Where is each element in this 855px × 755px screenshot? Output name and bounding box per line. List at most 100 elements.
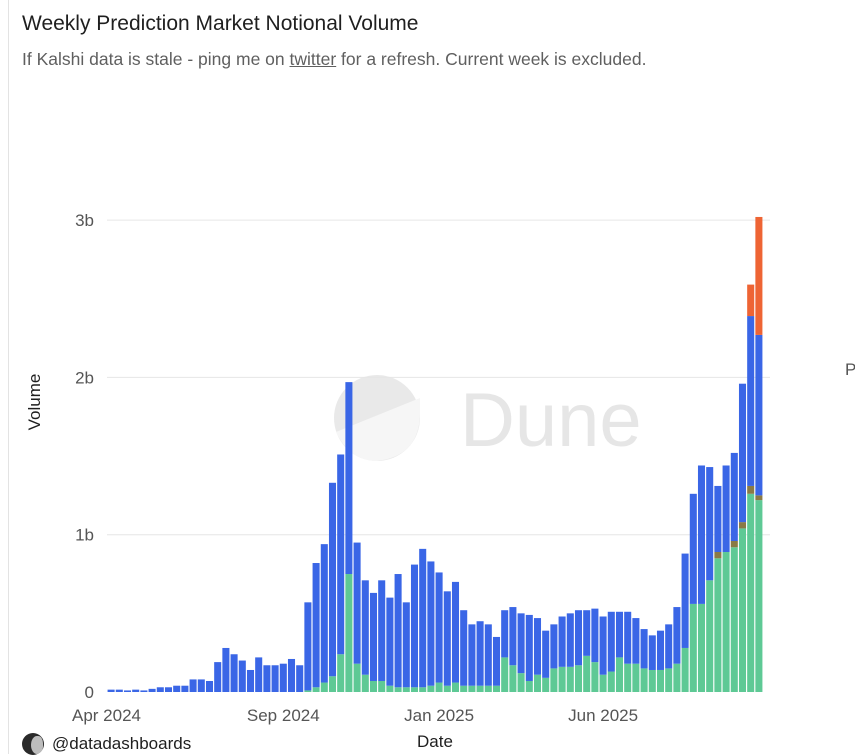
bar-blue-week-9[interactable] [181,685,189,692]
bar-green-week-65[interactable] [640,668,648,692]
bar-green-week-57[interactable] [574,665,583,692]
bar-blue-week-31[interactable] [361,580,369,675]
bar-blue-week-40[interactable] [435,572,443,683]
bar-green-week-49[interactable] [509,665,517,692]
bar-blue-week-2[interactable] [123,690,132,692]
bar-blue-week-20[interactable] [271,665,279,692]
bar-brown-week-78[interactable] [747,485,755,494]
bar-blue-week-57[interactable] [574,610,583,666]
bar-green-week-77[interactable] [738,528,747,692]
bar-blue-week-5[interactable] [148,688,156,692]
bar-green-week-53[interactable] [542,677,550,692]
bar-blue-week-49[interactable] [509,607,517,666]
bar-blue-week-1[interactable] [115,689,123,692]
bar-brown-week-74[interactable] [714,552,722,559]
bar-green-week-71[interactable] [689,603,697,692]
bar-blue-week-71[interactable] [689,493,697,604]
bar-blue-week-65[interactable] [640,629,648,669]
bar-blue-week-38[interactable] [419,548,427,688]
bar-blue-week-47[interactable] [492,636,501,686]
bar-green-week-63[interactable] [624,663,632,692]
bar-green-week-40[interactable] [435,682,443,692]
bar-green-week-52[interactable] [533,674,542,692]
bar-green-week-60[interactable] [599,674,607,692]
bar-blue-week-44[interactable] [468,624,476,686]
bar-green-week-78[interactable] [747,493,755,692]
bar-green-week-73[interactable] [706,580,714,692]
bar-blue-week-16[interactable] [238,660,246,692]
bar-blue-week-6[interactable] [156,687,164,692]
bar-green-week-29[interactable] [345,574,353,692]
twitter-link[interactable]: twitter [289,49,337,69]
bar-blue-week-56[interactable] [566,613,574,667]
bar-blue-week-3[interactable] [132,689,140,692]
bar-blue-week-36[interactable] [402,602,410,688]
bar-blue-week-73[interactable] [706,467,714,581]
bar-green-week-30[interactable] [353,663,361,692]
bar-brown-week-76[interactable] [730,540,738,548]
bar-blue-week-45[interactable] [476,621,484,686]
bar-blue-week-14[interactable] [222,647,230,692]
bar-blue-week-0[interactable] [107,689,115,692]
bar-green-week-67[interactable] [656,669,665,692]
avatar-icon[interactable] [22,733,44,755]
bar-blue-week-68[interactable] [665,624,673,669]
bar-blue-week-46[interactable] [484,624,492,686]
bar-blue-week-13[interactable] [214,662,222,692]
bar-green-week-46[interactable] [484,685,492,692]
bar-blue-week-39[interactable] [427,561,435,686]
bar-green-week-35[interactable] [394,687,402,692]
bar-green-week-56[interactable] [566,666,574,692]
bar-blue-week-72[interactable] [697,465,706,604]
bar-green-week-41[interactable] [443,685,451,692]
bar-blue-week-15[interactable] [230,654,238,692]
bar-blue-week-43[interactable] [460,610,468,686]
bar-green-week-34[interactable] [386,685,394,692]
bar-green-week-26[interactable] [320,682,328,692]
bar-blue-week-18[interactable] [255,657,263,692]
bar-green-week-62[interactable] [615,657,624,692]
bar-blue-week-37[interactable] [410,564,419,688]
bar-blue-week-25[interactable] [312,563,320,688]
bar-brown-week-77[interactable] [738,522,747,529]
bar-blue-week-79[interactable] [755,334,763,496]
bar-blue-week-51[interactable] [525,614,533,681]
bar-green-week-55[interactable] [558,666,566,692]
bar-green-week-45[interactable] [476,685,484,692]
bar-blue-week-50[interactable] [517,613,525,674]
bar-blue-week-42[interactable] [451,581,460,683]
bar-blue-week-41[interactable] [443,591,451,686]
bar-blue-week-22[interactable] [287,658,296,692]
bar-green-week-68[interactable] [665,668,673,692]
bar-blue-week-30[interactable] [353,542,361,664]
bar-blue-week-21[interactable] [279,663,287,692]
bar-green-week-48[interactable] [501,657,509,692]
bar-blue-week-10[interactable] [189,679,197,692]
bar-green-week-32[interactable] [369,680,378,692]
bar-green-week-72[interactable] [697,603,706,692]
bar-blue-week-26[interactable] [320,544,328,683]
bar-blue-week-77[interactable] [738,383,747,523]
bar-green-week-27[interactable] [328,676,337,692]
bar-green-week-31[interactable] [361,674,369,692]
bar-blue-week-74[interactable] [714,485,722,552]
bar-green-week-28[interactable] [337,654,345,692]
bar-blue-week-11[interactable] [197,679,205,692]
bar-blue-week-4[interactable] [140,690,148,692]
bar-blue-week-64[interactable] [632,618,640,664]
bar-green-week-50[interactable] [517,673,525,692]
bar-green-week-74[interactable] [714,558,722,692]
bar-green-week-59[interactable] [591,662,599,692]
bar-blue-week-63[interactable] [624,611,632,664]
bar-blue-week-35[interactable] [394,574,402,688]
bar-green-week-75[interactable] [722,552,730,692]
bar-blue-week-52[interactable] [533,618,542,675]
bar-blue-week-17[interactable] [246,669,255,692]
bar-green-week-43[interactable] [460,685,468,692]
bar-blue-week-28[interactable] [337,454,345,655]
bar-blue-week-58[interactable] [583,610,591,656]
bar-green-week-70[interactable] [681,647,689,692]
bar-green-week-51[interactable] [525,680,533,692]
bar-blue-week-66[interactable] [648,635,656,670]
bar-blue-week-62[interactable] [615,611,624,658]
